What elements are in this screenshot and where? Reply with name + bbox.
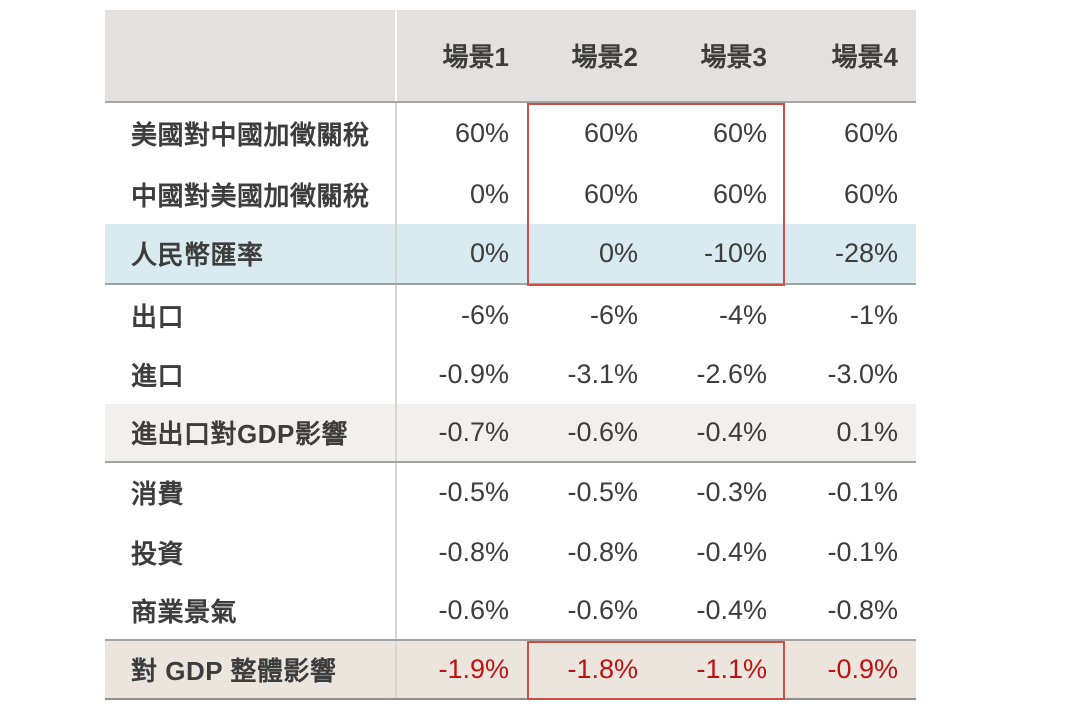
table-row-imports: 進口 -0.9% -3.1% -2.6% -3.0% (105, 345, 916, 404)
table-header-row: 場景1 場景2 場景3 場景4 (105, 10, 916, 103)
cell-value: -1% (849, 299, 898, 330)
cell-value: -4% (718, 299, 767, 330)
cell-value: -1.8% (567, 654, 638, 684)
table-row-consumption: 消費 -0.5% -0.5% -0.3% -0.1% (105, 463, 916, 522)
cell-value: -10% (703, 238, 767, 268)
row-label: 投資 (105, 522, 397, 582)
cell-value: -0.3% (696, 477, 767, 507)
cell-value: -0.9% (438, 359, 509, 389)
header-scenario-3: 場景3 (700, 42, 767, 72)
cell-value: -0.8% (827, 595, 898, 625)
cell-value: -0.8% (567, 536, 638, 567)
cell-value: -6% (589, 299, 638, 330)
cell-value: -0.6% (567, 595, 638, 625)
cell-value: -0.6% (567, 417, 638, 447)
row-label: 對 GDP 整體影響 (105, 641, 397, 698)
cell-value: 60% (454, 118, 509, 148)
cell-value: -1.9% (438, 654, 509, 684)
row-label: 進口 (105, 345, 397, 404)
cell-value: 0% (469, 178, 509, 209)
table-row-trade-gdp-impact: 進出口對GDP影響 -0.7% -0.6% -0.4% 0.1% (105, 404, 916, 463)
cell-value: 60% (712, 118, 767, 148)
cell-value: -0.1% (827, 477, 898, 507)
cell-value: -0.4% (696, 417, 767, 447)
cell-value: -0.5% (567, 477, 638, 507)
cell-value: -0.6% (438, 595, 509, 625)
table-row-business-sentiment: 商業景氣 -0.6% -0.6% -0.4% -0.8% (105, 582, 916, 641)
header-empty-cell (105, 10, 397, 101)
row-label: 美國對中國加徵關稅 (105, 103, 397, 164)
row-label: 進出口對GDP影響 (105, 404, 397, 461)
row-label: 中國對美國加徵關稅 (105, 164, 397, 224)
row-label: 商業景氣 (105, 582, 397, 639)
cell-value: -0.9% (827, 654, 898, 684)
table-row-china-tariff-on-us: 中國對美國加徵關稅 0% 60% 60% 60% (105, 164, 916, 224)
cell-value: 60% (583, 118, 638, 148)
cell-value: 60% (843, 178, 898, 209)
cell-value: -28% (834, 238, 898, 268)
cell-value: 0% (469, 238, 509, 268)
cell-value: -0.5% (438, 477, 509, 507)
table-row-us-tariff-on-china: 美國對中國加徵關稅 60% 60% 60% 60% (105, 103, 916, 164)
scenario-table: 場景1 場景2 場景3 場景4 美國對中國加徵關稅 60% 60% 60% 60… (105, 10, 916, 700)
cell-value: -0.4% (696, 536, 767, 567)
table-row-total-gdp-impact: 對 GDP 整體影響 -1.9% -1.8% -1.1% -0.9% (105, 641, 916, 700)
cell-value: 60% (843, 118, 898, 148)
cell-value: 60% (583, 178, 638, 209)
cell-value: -1.1% (696, 654, 767, 684)
row-label: 消費 (105, 463, 397, 522)
cell-value: -2.6% (696, 359, 767, 389)
table-row-investment: 投資 -0.8% -0.8% -0.4% -0.1% (105, 522, 916, 582)
table-row-exports: 出口 -6% -6% -4% -1% (105, 285, 916, 345)
cell-value: -0.4% (696, 595, 767, 625)
cell-value: -0.7% (438, 417, 509, 447)
table-row-rmb-exchange-rate: 人民幣匯率 0% 0% -10% -28% (105, 224, 916, 285)
header-scenario-2: 場景2 (571, 42, 638, 72)
cell-value: -3.0% (827, 359, 898, 389)
cell-value: -0.1% (827, 536, 898, 567)
cell-value: 60% (712, 178, 767, 209)
row-label: 出口 (105, 285, 397, 345)
row-label: 人民幣匯率 (105, 224, 397, 283)
cell-value: -3.1% (567, 359, 638, 389)
cell-value: -0.8% (438, 536, 509, 567)
header-scenario-1: 場景1 (442, 42, 509, 72)
header-scenario-4: 場景4 (831, 42, 898, 72)
cell-value: 0.1% (836, 417, 898, 447)
cell-value: 0% (598, 238, 638, 268)
cell-value: -6% (460, 299, 509, 330)
